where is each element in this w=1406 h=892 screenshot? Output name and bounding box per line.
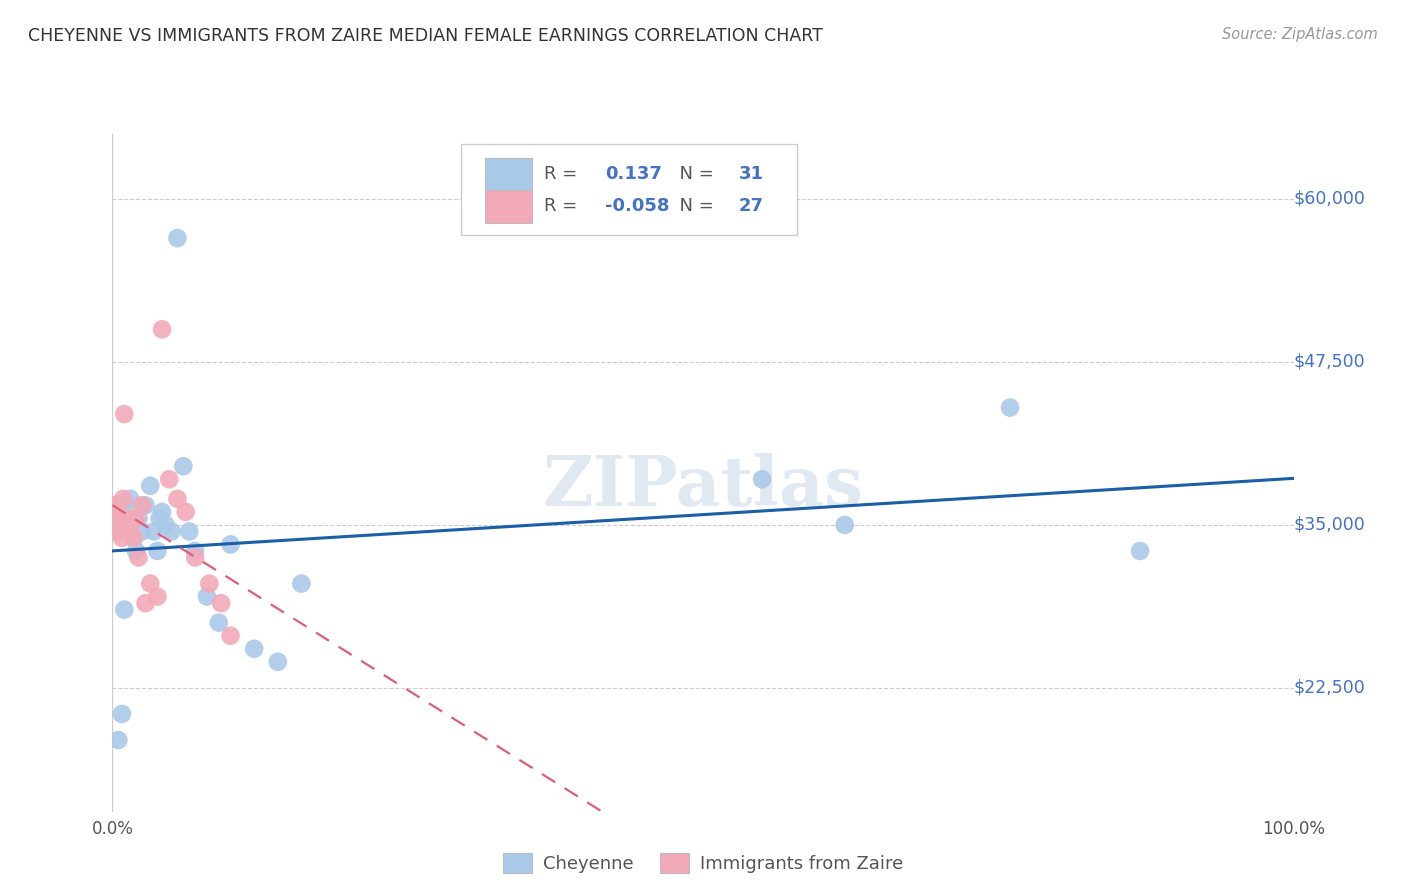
Point	[115, 499, 138, 513]
Text: N =: N =	[668, 197, 718, 215]
Point	[112, 407, 135, 421]
Point	[108, 524, 131, 539]
Text: 31: 31	[738, 166, 763, 184]
Point	[243, 641, 266, 656]
Point	[184, 550, 207, 565]
Point	[155, 517, 177, 532]
Text: R =: R =	[544, 197, 582, 215]
Point	[184, 544, 207, 558]
Point	[111, 531, 134, 545]
Point	[104, 499, 127, 513]
Text: $60,000: $60,000	[1294, 190, 1365, 208]
Point	[208, 615, 231, 630]
Text: ZIPatlas: ZIPatlas	[543, 453, 863, 520]
Text: 0.137: 0.137	[605, 166, 662, 184]
Point	[120, 491, 142, 506]
Point	[1129, 544, 1152, 558]
Text: $22,500: $22,500	[1294, 679, 1365, 697]
Point	[195, 590, 218, 604]
Point	[219, 537, 242, 551]
Point	[122, 531, 145, 545]
Point	[142, 524, 165, 539]
Text: -0.058: -0.058	[605, 197, 669, 215]
Point	[998, 401, 1021, 415]
Point	[125, 511, 148, 525]
Point	[157, 472, 180, 486]
Point	[751, 472, 773, 486]
Point	[131, 524, 153, 539]
Point	[103, 517, 125, 532]
Point	[107, 511, 129, 525]
Point	[105, 505, 128, 519]
Point	[105, 511, 128, 525]
Point	[111, 706, 134, 721]
Point	[160, 524, 183, 539]
Point	[146, 544, 169, 558]
Point	[209, 596, 232, 610]
Point	[115, 511, 138, 525]
Point	[107, 733, 129, 747]
Legend: Cheyenne, Immigrants from Zaire: Cheyenne, Immigrants from Zaire	[495, 846, 911, 880]
Point	[122, 531, 145, 545]
Text: 27: 27	[738, 197, 763, 215]
Point	[179, 524, 201, 539]
Point	[110, 524, 132, 539]
Point	[146, 590, 169, 604]
Point	[150, 322, 173, 336]
FancyBboxPatch shape	[461, 144, 797, 235]
Point	[198, 576, 221, 591]
Point	[290, 576, 312, 591]
Text: N =: N =	[668, 166, 718, 184]
Point	[120, 524, 142, 539]
FancyBboxPatch shape	[485, 158, 531, 191]
Point	[150, 505, 173, 519]
Point	[219, 629, 242, 643]
Point	[135, 499, 157, 513]
Point	[139, 576, 162, 591]
Text: R =: R =	[544, 166, 582, 184]
Text: Source: ZipAtlas.com: Source: ZipAtlas.com	[1222, 27, 1378, 42]
Point	[127, 511, 149, 525]
Point	[135, 596, 157, 610]
Point	[166, 231, 188, 245]
Point	[127, 550, 149, 565]
Point	[125, 544, 148, 558]
Point	[834, 517, 856, 532]
Point	[166, 491, 188, 506]
FancyBboxPatch shape	[485, 190, 531, 223]
Text: $47,500: $47,500	[1294, 353, 1365, 371]
Point	[174, 505, 197, 519]
Point	[112, 602, 135, 616]
Point	[149, 511, 172, 525]
Text: CHEYENNE VS IMMIGRANTS FROM ZAIRE MEDIAN FEMALE EARNINGS CORRELATION CHART: CHEYENNE VS IMMIGRANTS FROM ZAIRE MEDIAN…	[28, 27, 823, 45]
Text: $35,000: $35,000	[1294, 516, 1365, 534]
Point	[172, 459, 194, 474]
Point	[131, 499, 153, 513]
Point	[267, 655, 290, 669]
Point	[139, 479, 162, 493]
Point	[112, 491, 135, 506]
